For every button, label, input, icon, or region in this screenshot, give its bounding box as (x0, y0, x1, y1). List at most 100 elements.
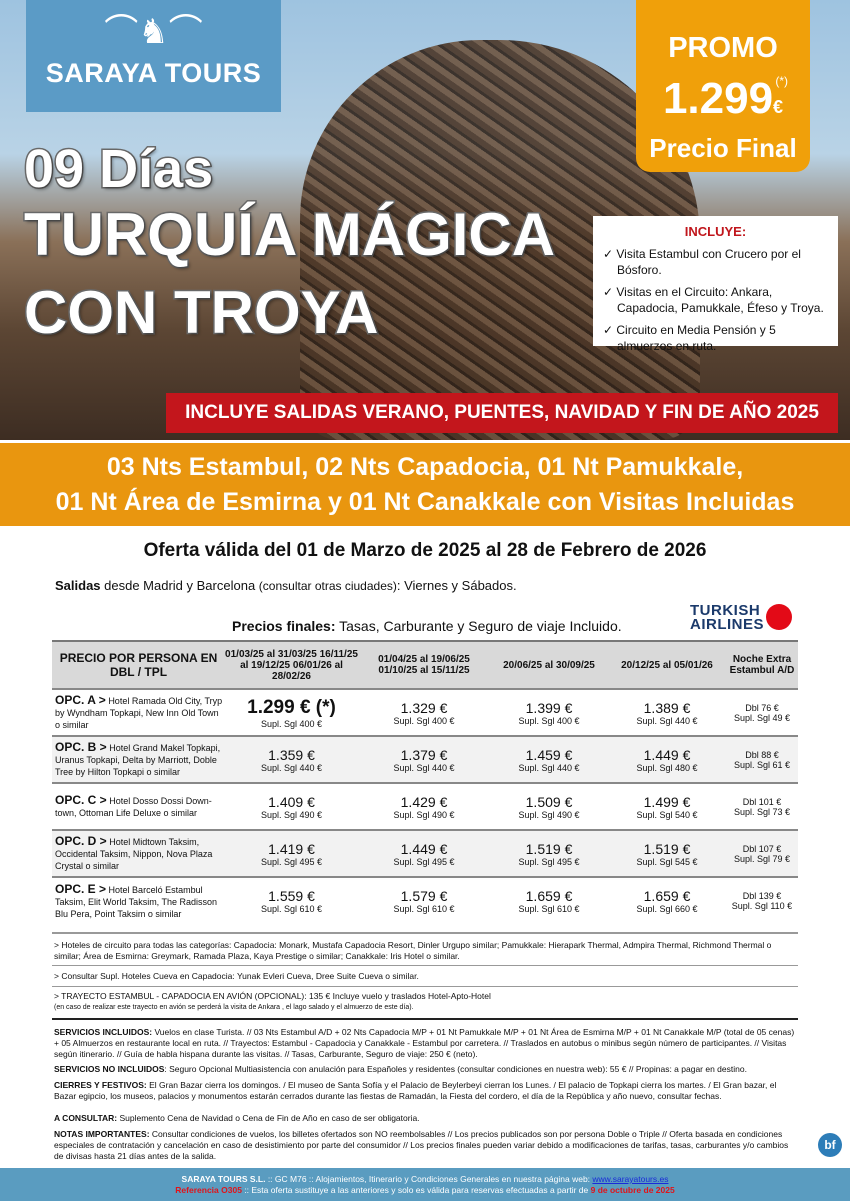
price-cell: 1.359 € Supl. Sgl 440 € (225, 735, 358, 783)
departures-text: desde Madrid y Barcelona (100, 578, 259, 593)
table-row: OPC. C > Hotel Dosso Dossi Down-town, Ot… (52, 782, 798, 830)
extra-night-supplement: Supl. Sgl 49 € (733, 712, 791, 723)
option-hotels: Hotel Dosso Dossi Down-town, Ottoman Lif… (55, 796, 212, 818)
extra-night-cell: Dbl 101 € Supl. Sgl 73 € (726, 782, 798, 830)
single-supplement: Supl. Sgl 660 € (636, 904, 698, 914)
includes-heading: INCLUYE: (684, 224, 747, 239)
footer: SARAYA TOURS S.L. :: GC M76 :: Alojamien… (0, 1168, 850, 1201)
itinerary-line: 03 Nts Estambul, 02 Nts Capadocia, 01 Nt… (106, 453, 744, 481)
option-hotels: Hotel Ramada Old City, Tryp by Wyndham T… (55, 696, 223, 730)
footer-company: SARAYA TOURS S.L. (181, 1174, 266, 1184)
price-cell: 1.459 € Supl. Sgl 440 € (490, 735, 608, 783)
extra-night-supplement: Supl. Sgl 110 € (731, 901, 793, 911)
includes-item: ✓ Visita Estambul con Crucero por el Bós… (603, 247, 801, 277)
price-cell: 1.449 € Supl. Sgl 495 € (358, 829, 490, 877)
price-cell: 1.399 € Supl. Sgl 400 € (490, 688, 608, 736)
extra-night-cell: Dbl 107 € Supl. Sgl 79 € (726, 829, 798, 877)
price-cell: 1.499 € Supl. Sgl 540 € (608, 782, 726, 830)
important-notes: NOTAS IMPORTANTES: Consultar condiciones… (54, 1129, 799, 1162)
closures-label: CIERRES Y FESTIVOS: (54, 1080, 147, 1090)
promo-badge: PROMO (*) 1.299€ Precio Final (636, 0, 810, 172)
column-header: 01/03/25 al 31/03/25 16/11/25 al 19/12/2… (225, 640, 358, 689)
extra-night-cell: Dbl 76 € Supl. Sgl 49 € (726, 688, 798, 736)
option-hotels: Hotel Grand Makel Topkapi, Uranus Topkap… (55, 743, 221, 777)
to-consult-label: A CONSULTAR: (54, 1113, 118, 1123)
price: 1.659 € (525, 888, 573, 904)
to-consult-text: Suplemento Cena de Navidad o Cena de Fin… (117, 1113, 420, 1123)
departures-info: Salidas desde Madrid y Barcelona (consul… (55, 578, 517, 593)
final-prices-text: Tasas, Carburante y Seguro de viaje Incl… (335, 618, 622, 634)
important-notes-text: Consultar condiciones de vuelos, los bil… (54, 1129, 789, 1161)
price: 1.359 € (268, 746, 315, 763)
single-supplement: Supl. Sgl 490 € (260, 809, 323, 820)
flight-option-small: (en caso de realizar este trayecto en av… (54, 1004, 414, 1011)
website-link[interactable]: www.sarayatours.es (592, 1174, 669, 1184)
single-supplement: Supl. Sgl 490 € (518, 809, 580, 820)
flight-option-note: > TRAYECTO ESTAMBUL - CAPADOCIA EN AVIÓN… (54, 991, 799, 1013)
single-supplement: Supl. Sgl 400 € (518, 715, 580, 726)
single-supplement: Supl. Sgl 490 € (393, 809, 455, 820)
single-supplement: Supl. Sgl 400 € (260, 718, 323, 729)
single-supplement: Supl. Sgl 440 € (393, 762, 455, 773)
circuit-hotels-note: > Hoteles de circuito para todas las cat… (54, 940, 772, 961)
extra-night-price: Dbl 101 € (742, 796, 782, 807)
option-cell: OPC. B > Hotel Grand Makel Topkapi, Uran… (52, 735, 225, 783)
price-cell: 1.409 € Supl. Sgl 490 € (225, 782, 358, 830)
single-supplement: Supl. Sgl 400 € (393, 715, 455, 726)
price: 1.659 € (643, 888, 691, 904)
single-supplement: Supl. Sgl 540 € (636, 809, 698, 820)
option-cell: OPC. A > Hotel Ramada Old City, Tryp by … (52, 688, 225, 736)
price: 1.379 € (400, 746, 448, 763)
option-label: OPC. D > (55, 834, 107, 848)
option-label: OPC. B > (55, 740, 107, 754)
single-supplement: Supl. Sgl 480 € (636, 762, 698, 773)
itinerary-line: 01 Nt Área de Esmirna y 01 Nt Canakkale … (55, 488, 795, 516)
column-header: Noche Extra Estambul A/D (726, 640, 798, 689)
includes-item: ✓ Circuito en Media Pensión y 5 almuerzo… (603, 323, 776, 353)
single-supplement: Supl. Sgl 545 € (636, 856, 698, 867)
price-cell: 1.579 € Supl. Sgl 610 € (358, 876, 490, 924)
price: 1.499 € (643, 793, 691, 810)
option-label: OPC. E > (55, 881, 107, 896)
services-included-label: SERVICIOS INCLUIDOS: (54, 1027, 153, 1037)
extra-night-price: Dbl 76 € (745, 702, 779, 713)
flight-option-text: > TRAYECTO ESTAMBUL - CAPADOCIA EN AVIÓN… (54, 991, 491, 1001)
column-header: 01/04/25 al 19/06/25 01/10/25 al 15/11/2… (358, 640, 490, 689)
closures-text: El Gran Bazar cierra los domingos. / El … (54, 1080, 777, 1101)
turkish-bird-icon (766, 604, 792, 630)
extra-night-price: Dbl 107 € (742, 843, 782, 854)
option-label: OPC. C > (55, 793, 107, 807)
promo-final-label: Precio Final (649, 133, 797, 163)
title-days: 09 Días (22, 138, 214, 201)
services-included: SERVICIOS INCLUIDOS: Vuelos en clase Tur… (54, 1027, 799, 1060)
final-prices-note: Precios finales: Tasas, Carburante y Seg… (232, 618, 622, 634)
price-cell: 1.509 € Supl. Sgl 490 € (490, 782, 608, 830)
option-cell: OPC. D > Hotel Midtown Taksim, Occidenta… (52, 829, 225, 877)
column-header: 20/12/25 al 05/01/26 (608, 640, 726, 689)
promo-label: PROMO (668, 32, 778, 64)
price-cell: 1.379 € Supl. Sgl 440 € (358, 735, 490, 783)
airline-line: AIRLINES (690, 616, 765, 633)
departures-days: : Viernes y Sábados. (396, 578, 517, 593)
final-prices-label: Precios finales: (232, 618, 336, 634)
single-supplement: Supl. Sgl 440 € (260, 762, 323, 773)
price: 1.519 € (525, 840, 573, 857)
title-main: TURQUÍA MÁGICA (22, 200, 556, 270)
horse-head-arch-icon: ⌒♞⌒ (104, 13, 203, 51)
price: 1.389 € (643, 699, 691, 716)
extra-night-cell: Dbl 139 € Supl. Sgl 110 € (726, 876, 798, 924)
column-header: 20/06/25 al 30/09/25 (490, 640, 608, 689)
price: 1.459 € (525, 746, 573, 763)
table-row: OPC. B > Hotel Grand Makel Topkapi, Uran… (52, 735, 798, 783)
includes-item-text: Circuito en Media Pensión y 5 almuerzos … (616, 323, 776, 353)
extra-night-supplement: Supl. Sgl 61 € (733, 759, 791, 770)
price-table: PRECIO POR PERSONA EN DBL / TPL 01/03/25 … (52, 640, 798, 924)
airline-line: TURKISH (690, 602, 761, 619)
price-cell: 1.419 € Supl. Sgl 495 € (225, 829, 358, 877)
price: 1.509 € (525, 793, 573, 810)
option-hotels: Hotel Midtown Taksim, Occidental Taksim,… (55, 837, 213, 871)
price: 1.329 € (400, 699, 448, 716)
price-cell: 1.449 € Supl. Sgl 480 € (608, 735, 726, 783)
closures: CIERRES Y FESTIVOS: El Gran Bazar cierra… (54, 1080, 799, 1102)
services-not-included-text: : Seguro Opcional Multiasistencia con an… (164, 1064, 747, 1074)
